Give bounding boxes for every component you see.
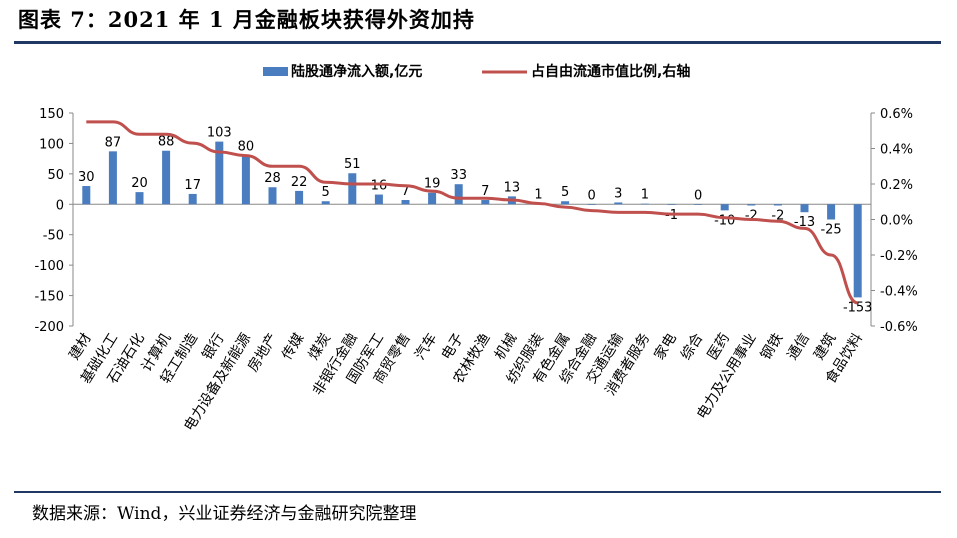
bar <box>587 204 596 205</box>
bar-value-label: 1 <box>534 188 542 203</box>
left-tick-label: -150 <box>34 290 64 305</box>
bar <box>614 202 623 205</box>
bar-value-label: 3 <box>614 186 622 201</box>
combo-chart: 陆股通净流入额,亿元 占自由流通市值比例,右轴 150100500-50-100… <box>34 63 917 434</box>
right-tick-label: 0.6% <box>880 107 913 122</box>
left-tick-label: 50 <box>47 168 64 183</box>
bar-value-label: 20 <box>131 176 148 191</box>
category-label: 汽车 <box>411 330 440 363</box>
bar-value-label: -25 <box>820 223 841 238</box>
bar-value-label: 17 <box>184 178 201 193</box>
bar <box>667 204 676 205</box>
bar <box>188 193 197 205</box>
right-tick-label: 0.0% <box>880 214 913 229</box>
left-tick-label: 100 <box>39 137 64 152</box>
bar <box>215 141 224 205</box>
bar <box>481 200 490 205</box>
legend: 陆股通净流入额,亿元 占自由流通市值比例,右轴 <box>263 63 690 80</box>
right-tick-label: 0.2% <box>880 178 913 193</box>
left-tick-label: -100 <box>34 259 64 274</box>
bar <box>720 204 729 211</box>
bar <box>694 204 703 205</box>
bar-value-label: 88 <box>158 135 175 150</box>
bar-value-label: 1 <box>641 188 649 203</box>
bar-value-label: -2 <box>745 209 758 224</box>
bar <box>268 187 277 205</box>
bar-value-label: 0 <box>588 188 596 203</box>
bar-value-label: 0 <box>694 188 702 203</box>
bar-value-label: 16 <box>371 179 388 194</box>
bar-series <box>82 141 862 298</box>
right-tick-label: 0.4% <box>880 143 913 158</box>
category-label: 通信 <box>784 331 812 363</box>
bar-value-label: 22 <box>291 175 308 190</box>
bar-value-label: 7 <box>481 184 489 199</box>
right-tick-label: -0.6% <box>880 320 918 335</box>
bar-value-label: 7 <box>401 184 409 199</box>
bar <box>561 201 570 205</box>
source-note: 数据来源：Wind，兴业证券经济与金融研究院整理 <box>32 504 417 524</box>
title-divider <box>14 41 941 44</box>
bar <box>747 204 756 206</box>
left-tick-label: -50 <box>43 229 64 244</box>
bar-value-label: 33 <box>450 168 467 183</box>
bar <box>135 192 144 205</box>
legend-bar-label: 陆股通净流入额,亿元 <box>291 63 422 80</box>
bar-value-label: -10 <box>714 213 735 228</box>
left-tick-label: 0 <box>56 198 64 213</box>
bar-value-label: 30 <box>78 170 95 185</box>
bar <box>374 194 383 205</box>
bar <box>827 204 836 220</box>
category-label: 家电 <box>651 330 680 363</box>
bar-value-label: 13 <box>504 180 521 195</box>
bar-value-label: 5 <box>322 185 330 200</box>
line-series <box>86 120 859 305</box>
bar <box>428 192 437 205</box>
bar <box>640 203 649 205</box>
bar <box>321 201 330 205</box>
left-tick-label: 150 <box>39 107 64 122</box>
category-label: 传媒 <box>279 331 307 363</box>
bar-value-label: -153 <box>843 300 873 315</box>
legend-line-label: 占自由流通市值比例,右轴 <box>531 63 690 80</box>
bar-value-label: 19 <box>424 177 441 192</box>
ratio-line <box>86 120 859 305</box>
bar <box>241 155 250 205</box>
bar <box>108 151 117 205</box>
category-labels: 建材基础化工石油石化计算机轻工制造银行电力设备及新能源房地产传媒煤炭非银行金融国… <box>66 330 866 434</box>
bar-value-label: 5 <box>561 185 569 200</box>
bar-value-labels: 30 87 20 88 17 103 80 28 22 5 51 16 7 19 33 7 13 1 5 0 3 1 -10… <box>78 126 872 316</box>
category-label: 综合 <box>678 331 706 363</box>
chart-title: 图表 7：2021 年 1 月金融板块获得外资加持 <box>18 7 475 32</box>
category-label: 钢铁 <box>758 331 786 363</box>
axes: 150100500-50-100-150-2000.6%0.4%0.2%0.0%… <box>34 107 917 335</box>
bar <box>800 204 809 213</box>
footer-divider <box>14 491 941 493</box>
bar <box>401 200 410 205</box>
bar <box>348 173 357 205</box>
bar-value-label: 28 <box>264 171 281 186</box>
right-tick-label: -0.4% <box>880 285 918 300</box>
right-tick-label: -0.2% <box>880 249 918 264</box>
bar <box>82 186 91 205</box>
bar <box>773 204 782 206</box>
left-tick-label: -200 <box>34 320 64 335</box>
bar <box>162 150 171 205</box>
bar <box>295 190 304 205</box>
legend-bar-swatch <box>263 67 288 76</box>
bar-value-label: 80 <box>238 140 255 155</box>
bar <box>454 184 463 205</box>
bar-value-label: 51 <box>344 157 361 172</box>
bar-value-label: 103 <box>207 126 232 141</box>
bar <box>853 204 862 298</box>
bar-value-label: 87 <box>105 135 122 150</box>
